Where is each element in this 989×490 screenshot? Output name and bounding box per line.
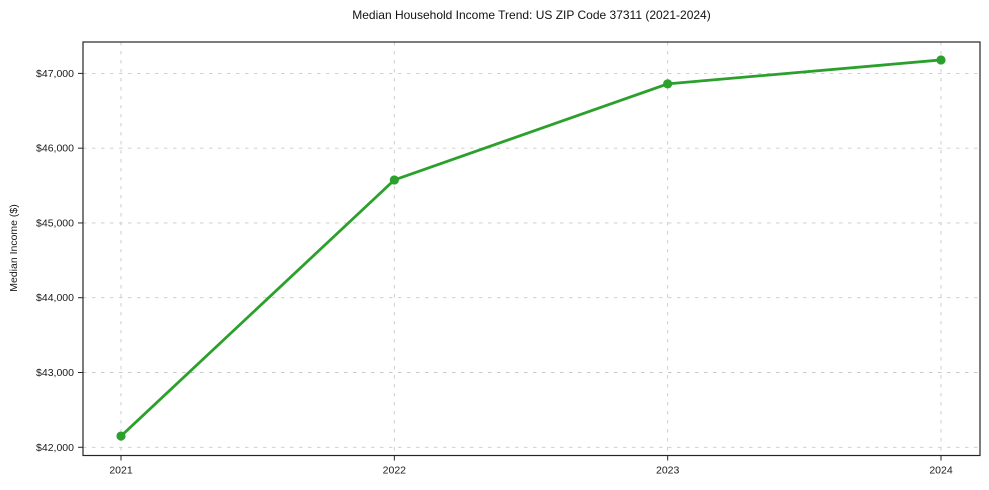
series-line bbox=[119, 58, 943, 438]
data-point bbox=[936, 55, 946, 65]
data-point bbox=[116, 431, 126, 441]
x-tick-label: 2024 bbox=[929, 465, 953, 477]
y-tick-label: $44,000 bbox=[36, 292, 74, 304]
y-tick-label: $45,000 bbox=[36, 217, 74, 229]
y-tick-label: $46,000 bbox=[36, 143, 74, 155]
y-tick-label: $47,000 bbox=[36, 68, 74, 80]
x-tick-label: 2022 bbox=[383, 465, 407, 477]
chart-title: Median Household Income Trend: US ZIP Co… bbox=[352, 8, 711, 22]
x-tick-label: 2021 bbox=[109, 465, 133, 477]
x-tick-label: 2023 bbox=[656, 465, 680, 477]
data-point bbox=[389, 175, 399, 185]
plot-border bbox=[82, 41, 981, 457]
y-tick-label: $43,000 bbox=[36, 367, 74, 379]
data-point bbox=[663, 79, 673, 89]
y-tick-label: $42,000 bbox=[36, 442, 74, 454]
